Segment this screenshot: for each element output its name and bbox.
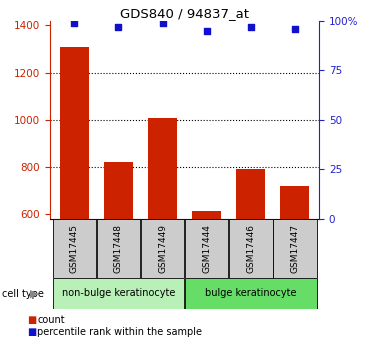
Point	[292, 26, 298, 31]
Bar	[229, 219, 273, 278]
Text: GSM17447: GSM17447	[290, 224, 299, 273]
Text: non-bulge keratinocyte: non-bulge keratinocyte	[62, 288, 175, 298]
Point	[115, 24, 121, 29]
Bar	[96, 219, 140, 278]
Point	[204, 28, 210, 33]
Point	[248, 24, 254, 29]
Bar	[148, 118, 177, 345]
Bar	[60, 47, 89, 345]
Bar	[185, 219, 229, 278]
Text: cell type: cell type	[2, 289, 44, 299]
Text: bulge keratinocyte: bulge keratinocyte	[205, 288, 296, 298]
Bar	[236, 169, 265, 345]
Text: percentile rank within the sample: percentile rank within the sample	[37, 327, 202, 337]
Title: GDS840 / 94837_at: GDS840 / 94837_at	[120, 7, 249, 20]
Bar	[104, 162, 133, 345]
Bar	[53, 278, 184, 309]
Bar	[273, 219, 316, 278]
Text: ▶: ▶	[30, 289, 39, 299]
Text: GSM17445: GSM17445	[70, 224, 79, 273]
Bar	[192, 211, 221, 345]
Point	[160, 20, 165, 26]
Text: ■: ■	[27, 315, 36, 325]
Text: count: count	[37, 315, 65, 325]
Text: ■: ■	[27, 327, 36, 337]
Bar	[280, 186, 309, 345]
Bar	[185, 278, 316, 309]
Bar	[53, 219, 96, 278]
Text: GSM17446: GSM17446	[246, 224, 255, 273]
Point	[71, 20, 77, 26]
Text: GSM17448: GSM17448	[114, 224, 123, 273]
Text: GSM17449: GSM17449	[158, 224, 167, 273]
Bar	[141, 219, 184, 278]
Text: GSM17444: GSM17444	[202, 224, 211, 273]
